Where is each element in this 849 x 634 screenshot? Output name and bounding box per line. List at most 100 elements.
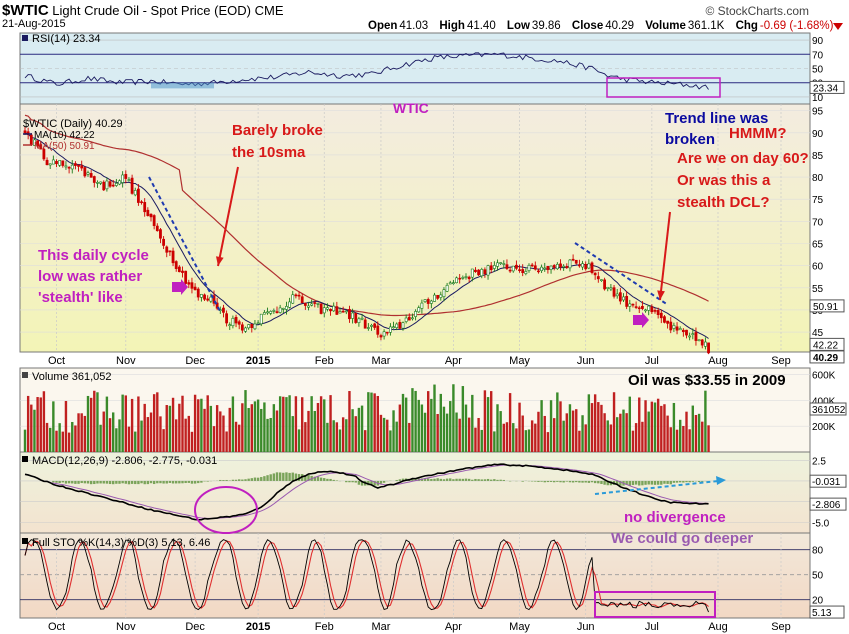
sto-legend: Full STO %K(14,3) %D(3) 5.13, 6.46 bbox=[32, 537, 210, 549]
volume-bar bbox=[464, 404, 468, 452]
volume-bar bbox=[190, 431, 194, 452]
candle-body bbox=[133, 190, 137, 196]
candle-body bbox=[669, 321, 673, 331]
macd-hist-bar bbox=[480, 479, 483, 481]
candle-body bbox=[228, 324, 232, 326]
candle-body bbox=[584, 263, 588, 270]
macd-hist-bar bbox=[297, 474, 301, 481]
macd-hist-bar bbox=[80, 480, 83, 484]
volume-bar bbox=[537, 411, 540, 452]
macd-hist-bar bbox=[449, 478, 452, 481]
volume-bar bbox=[590, 403, 594, 452]
volume-bar bbox=[518, 402, 521, 452]
high-label: High bbox=[439, 20, 465, 32]
price-tick-label: 60 bbox=[812, 262, 824, 273]
volume-bar bbox=[332, 420, 335, 452]
candle-body bbox=[269, 311, 273, 314]
macd-hist-bar bbox=[238, 479, 241, 481]
volume-bar bbox=[559, 401, 562, 452]
candle-body bbox=[703, 341, 707, 347]
ma50-line bbox=[24, 114, 709, 317]
volume-bar bbox=[55, 430, 58, 452]
volume-bar bbox=[105, 396, 109, 452]
x-tick-label-top: Nov bbox=[116, 355, 136, 367]
candle-body bbox=[234, 316, 238, 324]
candle-body bbox=[237, 321, 241, 325]
macd-hist-bar bbox=[616, 480, 619, 485]
candle-body bbox=[486, 265, 490, 276]
candle-body bbox=[70, 164, 74, 170]
candle-body bbox=[64, 165, 68, 168]
candle-body bbox=[39, 144, 43, 150]
macd-hist-bar bbox=[58, 480, 61, 484]
candle-body bbox=[80, 165, 84, 169]
candle-body bbox=[574, 259, 578, 264]
candle-body bbox=[108, 181, 112, 187]
candle-body bbox=[398, 322, 402, 329]
macd-hist-bar bbox=[329, 478, 332, 481]
candle-body bbox=[634, 306, 638, 308]
macd-hist-bar bbox=[641, 480, 644, 486]
macd-hist-bar bbox=[291, 472, 294, 481]
macd-hist-bar bbox=[250, 478, 253, 481]
volume-bar bbox=[515, 428, 518, 452]
x-tick-label-bottom: Oct bbox=[48, 621, 65, 633]
macd-hist-bar bbox=[423, 478, 427, 481]
volume-bar bbox=[206, 395, 209, 452]
macd-hist-bar bbox=[351, 480, 354, 483]
candle-body bbox=[521, 269, 525, 274]
low-label: Low bbox=[506, 20, 530, 32]
volume-bar bbox=[427, 391, 430, 452]
macd-hist-bar bbox=[603, 480, 606, 485]
macd-hist-bar bbox=[401, 478, 405, 481]
volume-bar bbox=[490, 391, 493, 452]
candle-body bbox=[524, 271, 528, 274]
candle-body bbox=[338, 311, 342, 314]
candle-body bbox=[401, 322, 405, 329]
volume-bar bbox=[634, 423, 638, 452]
volume-bar bbox=[656, 398, 660, 452]
macd-hist-bar bbox=[663, 480, 666, 484]
macd-hist-bar bbox=[219, 479, 222, 481]
annotation-no-divergence: no divergence bbox=[624, 509, 726, 526]
macd-hist-bar bbox=[644, 480, 647, 485]
x-tick-label-bottom: Apr bbox=[445, 621, 462, 633]
macd-hist-bar bbox=[483, 479, 487, 481]
volume-bar bbox=[401, 393, 405, 452]
macd-hist-bar bbox=[260, 477, 263, 481]
candle-body bbox=[540, 266, 544, 271]
volume-bar bbox=[200, 398, 203, 452]
candle-body bbox=[489, 265, 493, 271]
volume-bar bbox=[234, 421, 238, 452]
volume-bar bbox=[338, 429, 342, 452]
macd-hist-bar bbox=[685, 480, 688, 483]
candle-body bbox=[86, 172, 90, 175]
price-value-label: 50.91 bbox=[813, 302, 838, 313]
volume-bar bbox=[146, 417, 150, 452]
volume-tick-label: 600K bbox=[812, 370, 836, 381]
macd-hist-bar bbox=[439, 478, 442, 481]
macd-hist-bar bbox=[253, 477, 257, 481]
candle-body bbox=[467, 276, 471, 280]
chart-title: $WTIC Light Crude Oil - Spot Price (EOD)… bbox=[2, 2, 284, 19]
volume-bar bbox=[688, 429, 691, 452]
macd-hist-bar bbox=[660, 480, 663, 485]
rsi-legend: RSI(14) 23.34 bbox=[32, 33, 100, 45]
volume-bar bbox=[530, 420, 534, 452]
volume-bar bbox=[203, 408, 206, 452]
macd-signal-line bbox=[24, 464, 709, 519]
volume-bar bbox=[225, 431, 228, 452]
x-tick-label-bottom: Feb bbox=[315, 621, 334, 633]
candle-body bbox=[294, 294, 298, 297]
macd-hist-bar bbox=[348, 480, 351, 483]
candle-body bbox=[527, 265, 531, 271]
volume-bar bbox=[266, 418, 269, 452]
macd-hist-bar bbox=[165, 480, 168, 484]
volume-bar bbox=[304, 422, 307, 452]
candle-body bbox=[492, 265, 496, 269]
volume-bar bbox=[127, 426, 131, 452]
candle-body bbox=[74, 163, 77, 166]
macd-hist-bar bbox=[414, 478, 417, 481]
volume-bar bbox=[288, 395, 291, 452]
candle-body bbox=[502, 263, 506, 265]
